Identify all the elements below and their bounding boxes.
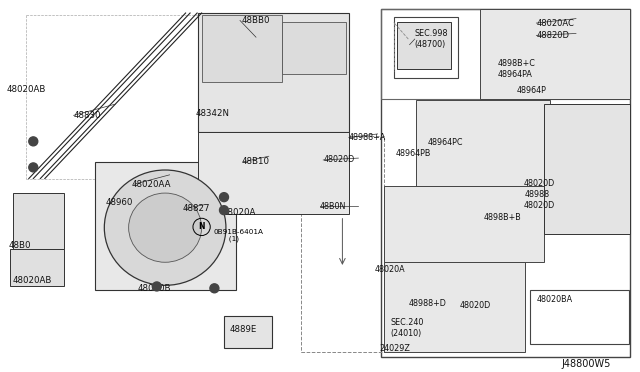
Text: 48960: 48960 — [106, 198, 133, 207]
Circle shape — [210, 284, 219, 293]
Bar — [198, 13, 349, 132]
Text: 48964PC: 48964PC — [428, 138, 463, 147]
Text: N: N — [198, 222, 205, 231]
Text: 0B91B-6401A
       (1): 0B91B-6401A (1) — [213, 229, 263, 242]
Bar — [198, 132, 349, 214]
Text: 48342N: 48342N — [195, 109, 229, 118]
Text: 48830: 48830 — [74, 111, 101, 120]
Text: 48B10: 48B10 — [242, 157, 270, 166]
Text: 4898B+B: 4898B+B — [483, 213, 521, 222]
Bar — [13, 193, 64, 249]
Text: 48020AC: 48020AC — [536, 19, 574, 28]
Bar — [282, 22, 346, 74]
Bar — [381, 9, 630, 357]
Text: 48BB0: 48BB0 — [242, 16, 271, 25]
Text: J48800W5: J48800W5 — [562, 359, 611, 369]
Text: 48020AA: 48020AA — [131, 180, 171, 189]
Bar — [384, 186, 544, 262]
Text: 48020BA: 48020BA — [536, 295, 572, 304]
Bar — [224, 316, 272, 348]
Text: 48020D: 48020D — [524, 201, 555, 210]
Circle shape — [220, 193, 228, 202]
Text: 48988: 48988 — [525, 190, 550, 199]
Bar — [381, 9, 630, 99]
Circle shape — [152, 282, 161, 291]
Text: 48020AB: 48020AB — [6, 85, 46, 94]
Text: SEC.240
(24010): SEC.240 (24010) — [390, 318, 424, 338]
Text: 48020B: 48020B — [138, 284, 171, 293]
Text: SEC.998
(48700): SEC.998 (48700) — [415, 29, 448, 49]
Text: 4889E: 4889E — [229, 325, 257, 334]
Text: 48020D: 48020D — [323, 155, 355, 164]
Text: 48827: 48827 — [182, 204, 210, 213]
Bar — [416, 100, 550, 186]
Polygon shape — [95, 162, 236, 290]
Ellipse shape — [129, 193, 202, 262]
Text: 48020D: 48020D — [524, 179, 555, 187]
Circle shape — [29, 137, 38, 146]
Bar — [394, 17, 458, 78]
Bar — [397, 22, 451, 69]
Bar — [202, 15, 282, 82]
Text: 48020A: 48020A — [374, 265, 405, 274]
Bar — [530, 290, 629, 344]
Text: 24029Z: 24029Z — [380, 344, 410, 353]
Bar — [480, 9, 630, 99]
Text: 48988+A: 48988+A — [349, 133, 386, 142]
Circle shape — [29, 163, 38, 172]
Text: 48B0N: 48B0N — [320, 202, 346, 211]
Bar — [10, 249, 64, 286]
Text: 48820D: 48820D — [536, 31, 570, 40]
Circle shape — [220, 206, 228, 215]
Text: 48964P: 48964P — [517, 86, 547, 94]
Text: 4898B+C: 4898B+C — [498, 60, 536, 68]
Ellipse shape — [104, 170, 226, 285]
Text: 48020A: 48020A — [223, 208, 256, 217]
Text: 48964PA: 48964PA — [498, 70, 532, 79]
Text: 48964PB: 48964PB — [396, 149, 431, 158]
Text: 48B0: 48B0 — [8, 241, 31, 250]
Bar — [301, 136, 384, 352]
Text: 48020D: 48020D — [460, 301, 491, 310]
Bar — [544, 104, 630, 234]
Text: 48988+D: 48988+D — [408, 299, 446, 308]
Text: 48020AB: 48020AB — [13, 276, 52, 285]
Bar — [384, 262, 525, 352]
